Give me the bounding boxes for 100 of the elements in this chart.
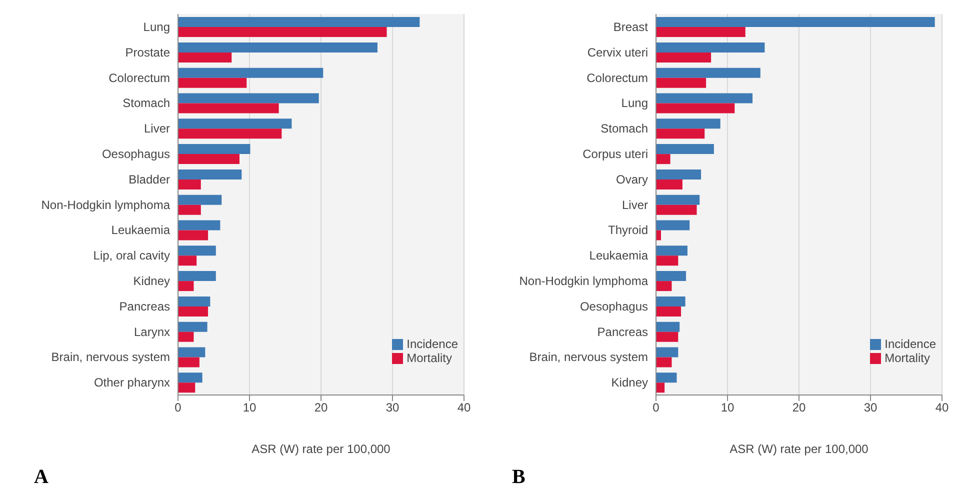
bar <box>656 93 753 104</box>
y-tick-label: Stomach <box>122 96 170 110</box>
y-tick-label: Ovary <box>616 172 648 186</box>
bar <box>656 118 720 129</box>
bar <box>656 103 735 114</box>
bar <box>178 144 250 154</box>
bar <box>178 281 194 292</box>
bar <box>178 230 208 240</box>
y-tick-label: Cervix uteri <box>587 45 648 60</box>
bar <box>656 382 665 393</box>
y-tick-label: Oesophagus <box>580 299 648 314</box>
bar <box>178 42 378 52</box>
y-tick-label: Lung <box>143 20 170 34</box>
y-tick-label: Other pharynx <box>94 376 170 390</box>
legend-label: Mortality <box>406 351 452 365</box>
y-tick-label: Lung <box>621 96 648 110</box>
y-tick-label: Brain, nervous system <box>529 350 648 364</box>
bar <box>178 17 420 28</box>
y-tick-label: Prostate <box>125 45 170 60</box>
bar <box>656 332 678 342</box>
y-tick-label: Thyroid <box>608 223 648 238</box>
y-tick-label: Breast <box>613 20 649 34</box>
bar <box>178 103 279 114</box>
bar <box>178 382 196 393</box>
bar <box>656 204 697 215</box>
y-tick-label: Pancreas <box>597 324 648 339</box>
bar <box>656 372 677 383</box>
y-tick-label: Non-Hodgkin lymphoma <box>519 274 648 288</box>
bar <box>178 154 240 164</box>
x-tick-label: 10 <box>720 400 734 415</box>
bar <box>178 78 247 88</box>
x-tick-label: 0 <box>174 400 182 415</box>
bar <box>656 296 686 306</box>
bar <box>178 194 222 205</box>
bar <box>656 27 746 38</box>
bar <box>178 118 292 129</box>
x-tick-label: 0 <box>652 400 660 415</box>
bar <box>178 332 194 342</box>
bar <box>178 256 197 266</box>
y-tick-label: Corpus uteri <box>582 146 648 161</box>
bar <box>656 52 712 62</box>
y-tick-label: Bladder <box>128 172 170 186</box>
bar <box>178 372 202 383</box>
bar <box>178 306 208 316</box>
bar <box>656 144 714 154</box>
bar <box>178 204 201 215</box>
bar <box>656 246 688 256</box>
bar <box>178 347 206 358</box>
text: A <box>34 466 48 489</box>
bar <box>656 230 662 240</box>
bar <box>656 179 682 190</box>
x-tick-label: 30 <box>864 400 878 415</box>
x-tick-label: 20 <box>792 400 806 415</box>
y-tick-label: Pancreas <box>119 299 170 314</box>
y-tick-label: Oesophagus <box>102 146 170 161</box>
bar <box>656 281 672 292</box>
bar <box>656 78 706 88</box>
bar <box>178 322 208 332</box>
bar <box>656 256 678 266</box>
bar <box>656 17 935 28</box>
bar <box>178 246 216 256</box>
legend-label: Mortality <box>884 351 930 365</box>
bar <box>656 347 678 358</box>
bar <box>656 322 680 332</box>
y-tick-label: Colorectum <box>586 70 648 85</box>
bar <box>656 220 690 230</box>
bar <box>656 271 686 282</box>
bar <box>178 357 200 368</box>
bar <box>656 169 702 180</box>
y-tick-label: Stomach <box>600 122 648 136</box>
bar <box>178 52 232 62</box>
x-axis-title: ASR (W) rate per 100,000 <box>730 442 869 456</box>
y-tick-label: Colorectum <box>108 70 170 85</box>
y-tick-label: Kidney <box>611 376 648 390</box>
bar <box>178 128 282 139</box>
bar <box>656 357 672 368</box>
bar <box>656 194 700 205</box>
x-tick-label: 40 <box>457 400 471 415</box>
legend-label: Incidence <box>884 337 936 351</box>
y-tick-label: Leukaemia <box>589 248 648 263</box>
bar <box>178 179 201 190</box>
y-tick-label: Liver <box>144 122 170 136</box>
bar <box>656 306 682 316</box>
x-tick-label: 40 <box>935 400 949 415</box>
bar <box>178 68 324 78</box>
x-tick-label: 30 <box>386 400 400 415</box>
x-axis-title: ASR (W) rate per 100,000 <box>252 442 391 456</box>
bar <box>178 271 216 282</box>
bar <box>656 42 765 52</box>
bar <box>178 27 387 38</box>
bar <box>656 128 705 139</box>
bar <box>178 169 242 180</box>
y-tick-label: Liver <box>622 198 648 212</box>
legend-label: Incidence <box>406 337 458 351</box>
bar <box>178 296 210 306</box>
y-tick-label: Lip, oral cavity <box>93 248 170 263</box>
y-tick-label: Non-Hodgkin lymphoma <box>41 198 170 212</box>
x-tick-label: 20 <box>314 400 328 415</box>
y-tick-label: Larynx <box>134 324 170 339</box>
bar <box>178 220 220 230</box>
